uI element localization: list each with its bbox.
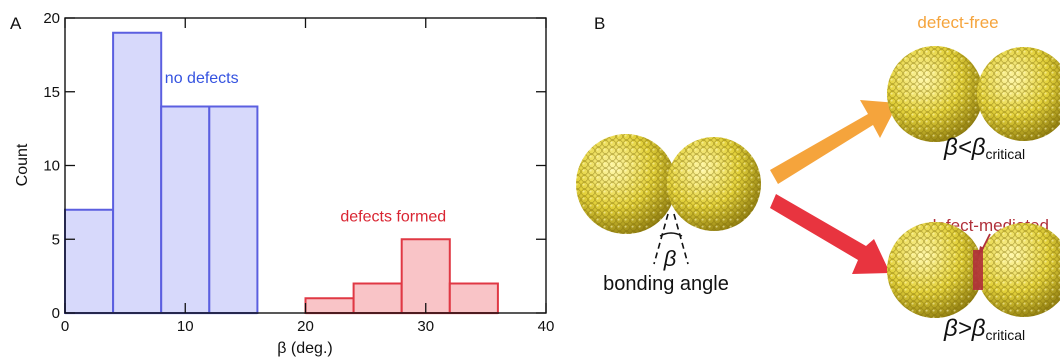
panel-b-letter: B bbox=[594, 14, 605, 33]
histogram-bar bbox=[160, 105, 211, 314]
beta-symbol: β bbox=[663, 246, 677, 271]
histogram: 0 10 20 30 40 0 5 10 15 20 no defects defects form… bbox=[14, 10, 554, 357]
x-tick-label: 40 bbox=[538, 318, 555, 335]
y-tick-label: 5 bbox=[52, 231, 60, 248]
y-tick-label: 20 bbox=[43, 10, 60, 27]
x-tick-label: 0 bbox=[61, 318, 69, 335]
histogram-bar bbox=[112, 31, 163, 314]
series-label-no-defects: no defects bbox=[165, 70, 239, 87]
y-tick-label: 10 bbox=[43, 158, 60, 175]
condition-below-critical: β<βcritical bbox=[943, 134, 1025, 162]
histogram-bar bbox=[448, 282, 499, 314]
defect-region bbox=[973, 250, 983, 290]
defect-free-label: defect-free bbox=[917, 13, 998, 32]
series-label-defects-formed: defects formed bbox=[340, 209, 446, 226]
histogram-bar bbox=[208, 105, 259, 314]
initial-particle-pair bbox=[576, 134, 761, 234]
series-labels: no defects defects formed bbox=[165, 70, 446, 226]
defect-free-pair bbox=[887, 46, 1060, 142]
y-tick-label: 0 bbox=[52, 305, 60, 322]
axis-tick-labels: 0 10 20 30 40 0 5 10 15 20 bbox=[43, 10, 554, 335]
x-tick-label: 30 bbox=[417, 318, 434, 335]
bonding-angle-marker: β bbox=[653, 213, 689, 271]
defect-mediated-arrow bbox=[770, 194, 890, 274]
defect-free-arrow bbox=[770, 100, 898, 184]
panel-a-letter: A bbox=[10, 14, 22, 33]
axis-ticks bbox=[64, 17, 547, 314]
defect-mediated-pair bbox=[887, 222, 1060, 318]
histogram-bar bbox=[400, 238, 451, 314]
x-tick-label: 20 bbox=[297, 318, 314, 335]
x-axis-label: β (deg.) bbox=[277, 340, 332, 357]
bonding-angle-label: bonding angle bbox=[603, 273, 729, 295]
histogram-bar bbox=[64, 208, 115, 314]
x-tick-label: 10 bbox=[177, 318, 194, 335]
condition-above-critical: β>βcritical bbox=[943, 315, 1025, 343]
histogram-bar bbox=[352, 282, 403, 314]
histogram-bars bbox=[64, 31, 499, 315]
histogram-bar bbox=[304, 297, 355, 314]
y-tick-label: 15 bbox=[43, 84, 60, 101]
y-axis-label: Count bbox=[14, 143, 31, 186]
